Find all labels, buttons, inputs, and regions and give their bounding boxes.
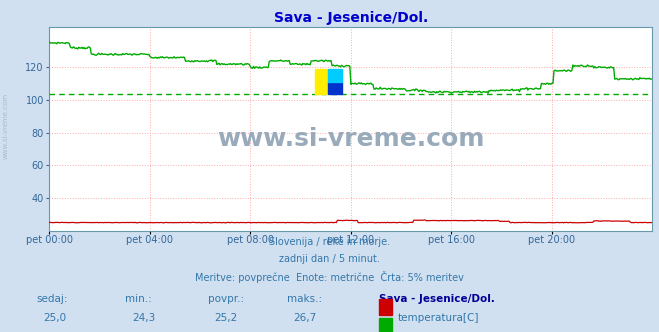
- Text: 24,3: 24,3: [132, 313, 155, 323]
- Text: Slovenija / reke in morje.: Slovenija / reke in morje.: [269, 237, 390, 247]
- Text: www.si-vreme.com: www.si-vreme.com: [2, 93, 9, 159]
- Text: Sava - Jesenice/Dol.: Sava - Jesenice/Dol.: [379, 294, 495, 304]
- Text: 26,7: 26,7: [293, 313, 316, 323]
- Text: zadnji dan / 5 minut.: zadnji dan / 5 minut.: [279, 254, 380, 264]
- Title: Sava - Jesenice/Dol.: Sava - Jesenice/Dol.: [273, 11, 428, 25]
- Text: sedaj:: sedaj:: [36, 294, 68, 304]
- Text: 25,2: 25,2: [214, 313, 237, 323]
- Text: Meritve: povprečne  Enote: metrične  Črta: 5% meritev: Meritve: povprečne Enote: metrične Črta:…: [195, 271, 464, 283]
- Text: 25,0: 25,0: [43, 313, 66, 323]
- Text: maks.:: maks.:: [287, 294, 322, 304]
- Text: www.si-vreme.com: www.si-vreme.com: [217, 127, 484, 151]
- Text: min.:: min.:: [125, 294, 152, 304]
- Text: povpr.:: povpr.:: [208, 294, 244, 304]
- Text: temperatura[C]: temperatura[C]: [397, 313, 479, 323]
